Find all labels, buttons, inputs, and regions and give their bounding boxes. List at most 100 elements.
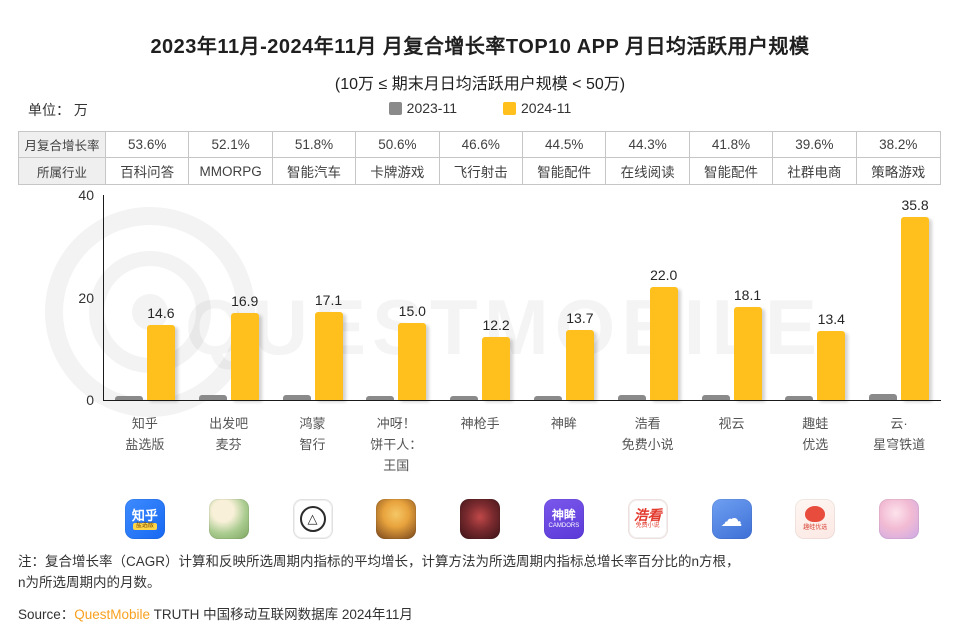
x-axis-label-line: 视云 xyxy=(718,416,745,431)
table-industry-cell: 百科问答 xyxy=(106,158,190,184)
cookierun-icon xyxy=(376,499,417,539)
bar-2023 xyxy=(450,395,479,400)
x-axis-line xyxy=(103,400,941,401)
bar-2023 xyxy=(785,395,814,400)
app-icon-text: ☁ xyxy=(720,506,743,531)
legend-swatch xyxy=(388,101,402,115)
bar-2023 xyxy=(617,394,646,400)
harmony-icon: △ xyxy=(292,499,333,539)
bar-value-label: 13.4 xyxy=(817,311,845,328)
app-icon-text: 神眸 xyxy=(551,507,576,522)
legend-label: 2024-11 xyxy=(521,100,572,116)
x-axis-label-line: 盐选版 xyxy=(125,437,165,452)
bar-2024 xyxy=(398,323,427,400)
growth-table: 月复合增长率 53.6% 52.1% 51.8% 50.6% 46.6% 44.5% 44.3… xyxy=(18,131,941,185)
legend-item: 2024-11 xyxy=(503,100,571,116)
x-axis-label-line: 王国 xyxy=(383,458,410,473)
table-growth-cell: 52.1% xyxy=(189,132,273,158)
x-axis-label-line: 优选 xyxy=(802,437,829,452)
x-axis-label-line: 神眸 xyxy=(550,416,577,431)
table-growth-cell: 41.8% xyxy=(689,132,774,158)
quwa-icon: 趣蛙优选 xyxy=(795,499,836,539)
bar-2023 xyxy=(114,395,143,400)
source-prefix: Source： xyxy=(18,607,75,622)
bar-value-label: 16.9 xyxy=(231,293,259,310)
y-axis-line xyxy=(103,195,104,400)
table-industry-cell: 智能汽车 xyxy=(272,158,357,184)
x-axis-label: 神眸 xyxy=(516,413,612,434)
bar-value-label: 17.1 xyxy=(314,292,343,309)
table-growth-cell: 53.6% xyxy=(106,132,190,158)
bar-2023 xyxy=(533,395,562,400)
bar-2023 xyxy=(869,393,898,400)
mafen-icon xyxy=(208,499,249,539)
bar-value-label: 15.0 xyxy=(398,303,426,320)
shiyun-icon: ☁ xyxy=(711,499,752,539)
legend-swatch xyxy=(503,101,516,115)
bar-2024 xyxy=(649,287,678,400)
page-subtitle: (10万 ≤ 期末月日均活跃用户规模 < 50万) xyxy=(334,76,626,93)
y-tick-label: 20 xyxy=(78,289,94,306)
table-row-header-growth: 月复合增长率 xyxy=(19,132,106,158)
bar-value-label: 18.1 xyxy=(733,287,762,304)
app-icon-subtext: 盐选版 xyxy=(132,522,157,530)
table-industry-cell: 智能配件 xyxy=(689,158,774,184)
table-industry-cell: 智能配件 xyxy=(523,158,607,184)
x-axis-label: 出发吧 麦芬 xyxy=(181,413,277,455)
y-tick-label: 0 xyxy=(86,392,94,408)
bar-2024 xyxy=(733,307,762,400)
starrail-icon xyxy=(879,499,920,539)
table-industry-cell: MMORPG xyxy=(189,158,273,184)
table-growth-cell: 39.6% xyxy=(773,132,857,158)
chart-legend: 2023-11 2024-11 xyxy=(0,100,960,116)
x-axis-label: 浩看 免费小说 xyxy=(600,413,696,455)
x-axis-label-line: 知乎 xyxy=(131,416,158,431)
table-growth-cell: 44.3% xyxy=(606,132,690,158)
table-row-header-industry: 所属行业 xyxy=(19,158,106,184)
bar-value-label: 13.7 xyxy=(566,309,594,326)
x-axis-label-line: 麦芬 xyxy=(215,437,242,452)
x-axis-label: 知乎 盐选版 xyxy=(97,413,193,455)
footnote-line-2: n为所选周期内的月数。 xyxy=(18,575,161,590)
source-brand: QuestMobile xyxy=(74,607,151,622)
x-axis-label-line: 鸿蒙 xyxy=(299,416,326,431)
page-title: 2023年11月-2024年11月 月复合增长率TOP10 APP 月日均活跃用… xyxy=(150,36,810,58)
table-industry-cell: 在线阅读 xyxy=(606,158,690,184)
bar-2024 xyxy=(817,331,846,400)
x-axis-label-line: 神枪手 xyxy=(460,416,500,431)
x-axis-label: 冲呀！ 饼干人： 王国 xyxy=(348,413,444,476)
bar-2024 xyxy=(565,329,594,400)
bar-2023 xyxy=(198,395,227,400)
bar-2024 xyxy=(230,313,259,400)
bar-2024 xyxy=(146,325,175,400)
bar-2023 xyxy=(701,395,730,400)
shenmou-icon: 神眸 CAMDORS xyxy=(543,499,584,539)
bar-value-label: 14.6 xyxy=(147,305,175,322)
bar-2024 xyxy=(482,337,511,400)
app-icon-text: 知乎 xyxy=(131,507,158,523)
legend-label: 2023-11 xyxy=(406,100,457,116)
app-icon-subtext: 趣蛙优选 xyxy=(803,525,828,531)
x-axis-label: 云· 星穹铁道 xyxy=(851,413,947,455)
footnote-line-1: 注：复合增长率（CAGR）计算和反映所选周期内指标的平均增长，计算方法为所选周期… xyxy=(18,554,740,569)
bar-chart-plot: 14.6 16.9 17.1 15.0 12.2 13.7 22.0 18.1 13.4 35.8 xyxy=(103,195,941,401)
x-axis-label-line: 饼干人： xyxy=(370,437,423,452)
legend-item: 2023-11 xyxy=(388,100,457,116)
x-axis-label-line: 趣蛙 xyxy=(802,416,829,431)
table-growth-cell: 46.6% xyxy=(439,132,523,158)
x-axis-label: 视云 xyxy=(684,413,780,434)
table-growth-cell: 50.6% xyxy=(356,132,440,158)
table-industry-cell: 社群电商 xyxy=(773,158,857,184)
x-axis-label-line: 出发吧 xyxy=(209,416,249,431)
table-growth-cell: 51.8% xyxy=(272,132,357,158)
x-axis-label-line: 智行 xyxy=(299,437,326,452)
frog-mascot xyxy=(805,506,826,522)
x-axis-label: 神枪手 xyxy=(432,413,528,434)
gunner-icon xyxy=(460,499,501,539)
app-icon-subtext: CAMDORS xyxy=(548,522,580,529)
bar-2023 xyxy=(282,395,311,400)
app-icon-subtext: 免费小说 xyxy=(635,522,660,529)
x-axis-label-line: 浩看 xyxy=(634,416,661,431)
table-industry-cell: 卡牌游戏 xyxy=(356,158,440,184)
